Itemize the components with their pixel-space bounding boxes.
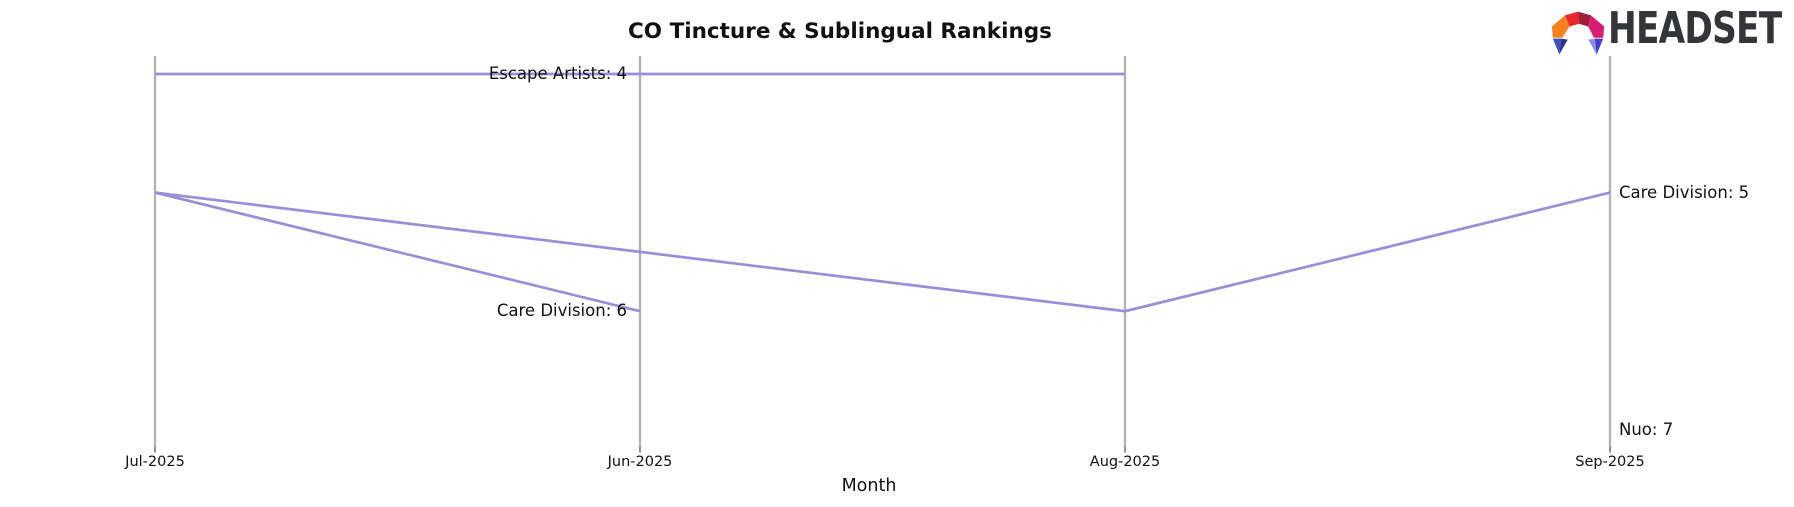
chart-title: CO Tincture & Sublingual Rankings xyxy=(628,19,1052,44)
series-line-care-division xyxy=(154,191,1611,313)
headset-logo-icon xyxy=(1551,11,1605,55)
headset-logo-text: HEADSET xyxy=(1608,3,1782,54)
x-axis-title: Month xyxy=(841,476,897,496)
series-line-care-division xyxy=(154,191,641,313)
headset-logo: HEADSET xyxy=(1550,6,1794,59)
